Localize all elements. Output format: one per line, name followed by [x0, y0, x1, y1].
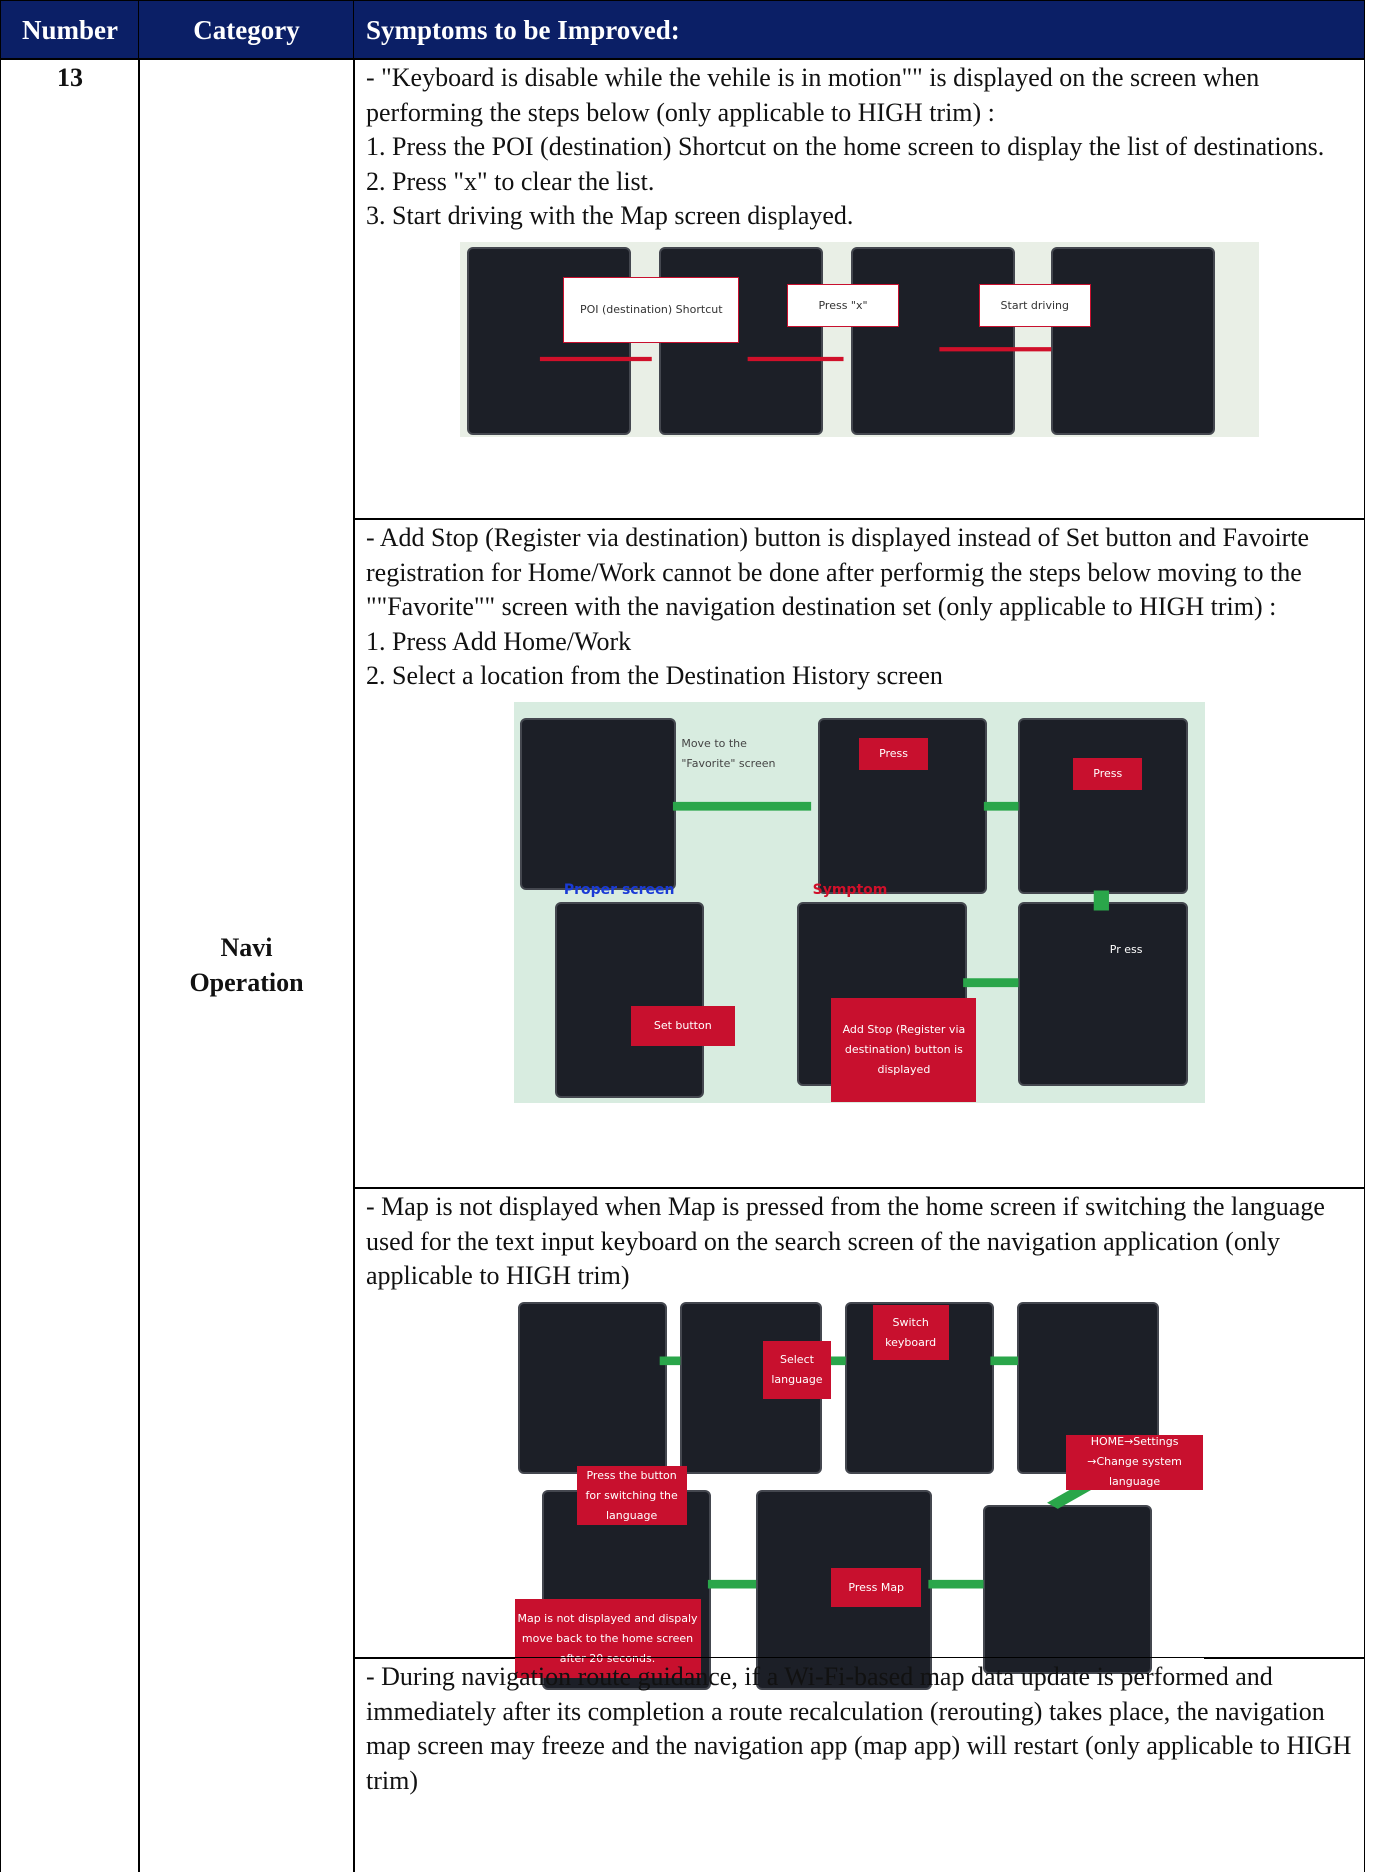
screen — [554, 902, 705, 1099]
figure: Move to the "Favorite" screen Press Press P… — [513, 701, 1205, 1103]
symptom-line: 3. Start driving with the Map screen dis… — [366, 201, 854, 230]
callout: Pr ess — [1109, 943, 1143, 957]
arrows — [539, 346, 1051, 361]
symptom-line: - Map is not displayed when Map is press… — [366, 1192, 1325, 1290]
symptom-cell: - Map is not displayed when Map is press… — [353, 1187, 1365, 1694]
callout: HOME→Settings →Change system language — [1065, 1434, 1204, 1490]
figure: POI (destination) Shortcut Press "x" Start… — [459, 241, 1259, 437]
figure: Select language Switch keyboard Press the … — [514, 1301, 1204, 1694]
callout: Set button — [630, 1006, 735, 1047]
screen — [520, 717, 677, 890]
header-category: Category — [138, 0, 355, 60]
symptom-line: - "Keyboard is disable while the vehile … — [366, 63, 1260, 127]
symptom-cell: - "Keyboard is disable while the vehile … — [353, 58, 1365, 520]
symptom-cell: - During navigation route guidance, if a… — [353, 1657, 1365, 1872]
callout: Press the button for switching the langu… — [576, 1466, 687, 1525]
callout: Press — [1073, 757, 1143, 790]
callout: Press — [859, 737, 929, 770]
callout: Press Map — [831, 1568, 921, 1608]
callout: Switch keyboard — [872, 1305, 949, 1361]
callout: Start driving — [978, 284, 1091, 328]
symptom-cell: - Add Stop (Register via destination) bu… — [353, 518, 1365, 1189]
category-text: Navi Operation — [189, 933, 304, 997]
symptom-line: - Add Stop (Register via destination) bu… — [366, 523, 1310, 621]
screen — [851, 247, 1015, 435]
callout: Map is not displayed and dispaly move ba… — [514, 1599, 701, 1678]
callout: POI (destination) Shortcut — [563, 276, 740, 343]
header-symptoms: Symptoms to be Improved: — [353, 0, 1365, 60]
category-cell: Navi Operation — [138, 58, 355, 1872]
symptom-line: 1. Press the POI (destination) Shortcut … — [366, 132, 1325, 161]
symptom-line: 1. Press Add Home/Work — [366, 626, 632, 656]
header-number: Number — [0, 0, 140, 60]
screen — [983, 1505, 1153, 1674]
arrows — [672, 801, 1109, 987]
number-cell: 13 — [0, 58, 140, 1872]
callout: Move to the "Favorite" screen — [681, 736, 776, 770]
symptom-line: 2. Select a location from the Destinatio… — [366, 661, 943, 690]
screen — [1050, 247, 1215, 435]
callout: Select language — [762, 1340, 832, 1400]
callout: Proper screen — [563, 881, 675, 898]
screen — [517, 1301, 667, 1475]
symptom-line: 2. Press "x" to clear the list. — [366, 166, 655, 196]
screen — [817, 717, 988, 894]
callout: Press "x" — [787, 284, 899, 328]
callout: Symptom — [812, 881, 888, 898]
callout: Add Stop (Register via destination) butt… — [831, 998, 977, 1103]
screen — [1017, 717, 1188, 894]
symptom-line: - During navigation route guidance, if a… — [366, 1662, 1352, 1795]
